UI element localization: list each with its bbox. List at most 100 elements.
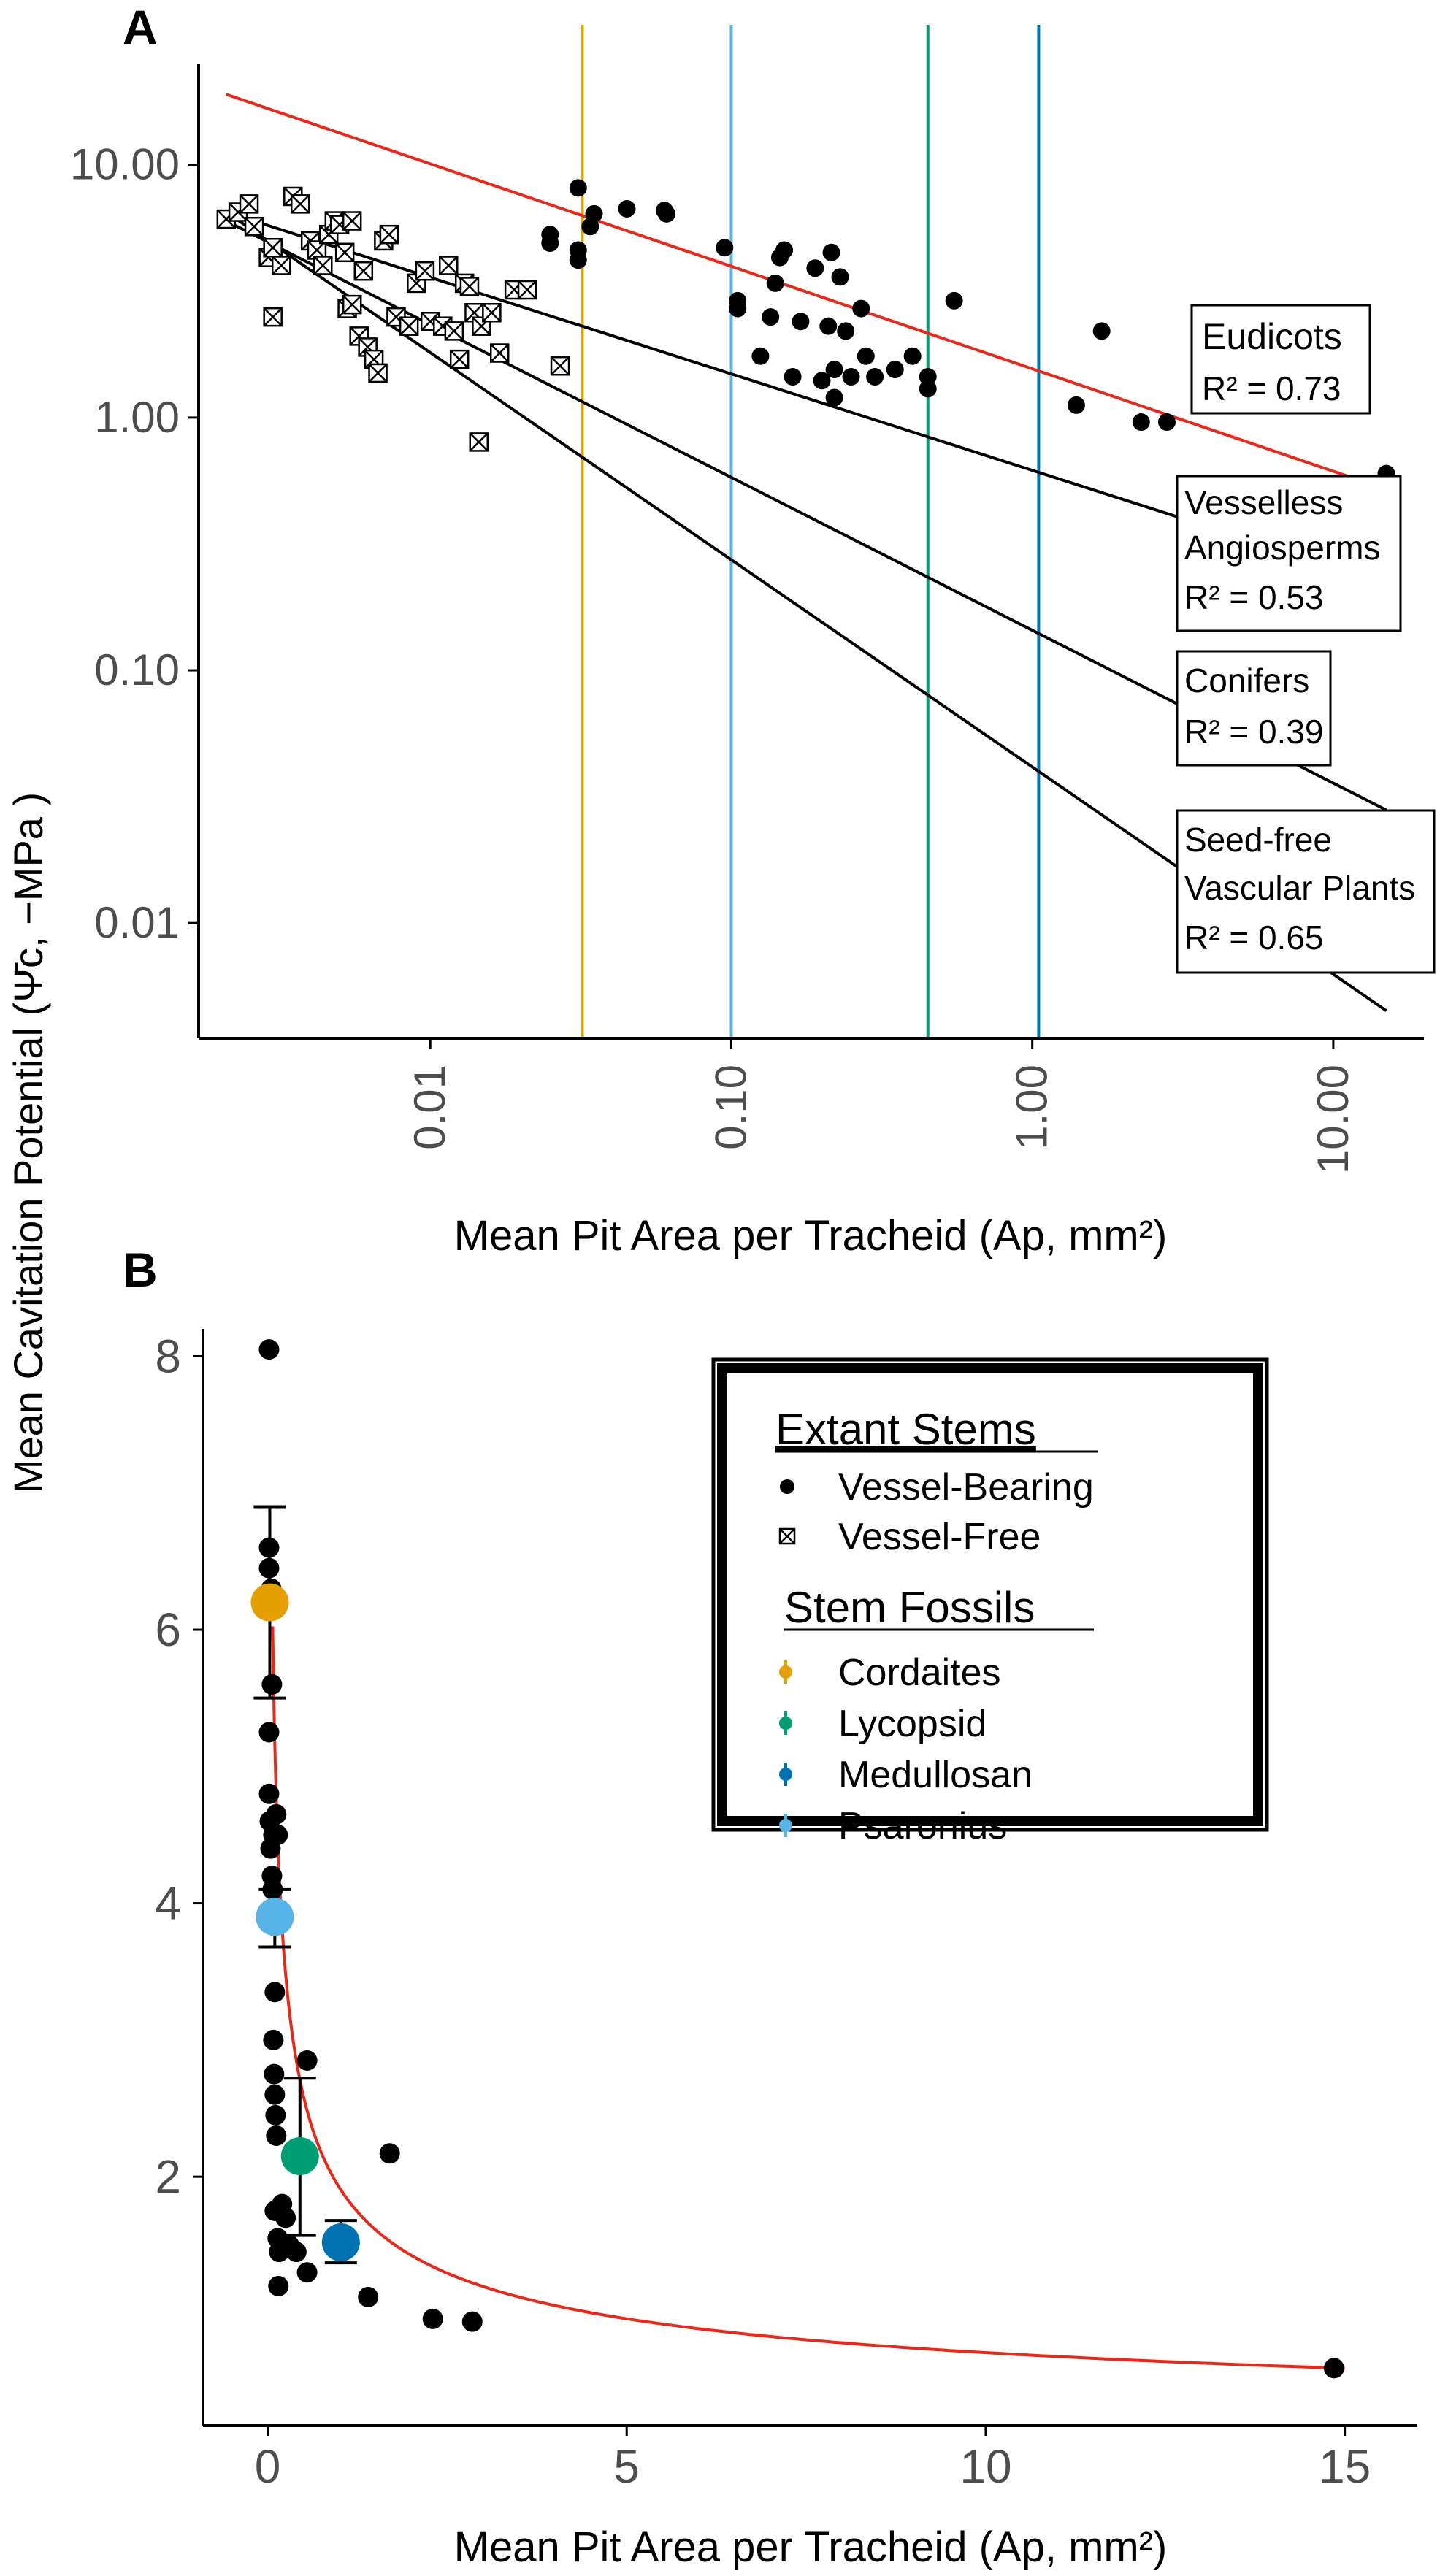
vessel-free-point — [550, 356, 570, 376]
vessel-bearing-point — [837, 322, 855, 340]
legend-label-vessel-bearing: Vessel-Bearing — [838, 1466, 1094, 1509]
legend-label: Lycopsid — [838, 1703, 987, 1745]
legend-title-extant: Extant Stems — [775, 1405, 1036, 1454]
vessel-free-point — [399, 316, 419, 336]
y-tick-label: 10.00 — [70, 140, 180, 189]
x-tick-label: 10 — [959, 2440, 1011, 2493]
annotation-vesselless-label-1: Vesselless — [1184, 483, 1343, 521]
annotation-vesselless-box — [1176, 475, 1402, 632]
x-tick-label: 0.10 — [706, 1065, 755, 1150]
vessel-free-point — [353, 261, 374, 281]
panel-a-plot: 0.01 0.10 1.00 10.00 0.01 0.10 1.00 10.00 Eudi… — [70, 25, 1436, 1260]
x-tick-label: 0 — [255, 2440, 281, 2493]
vessel-bearing-point — [618, 199, 636, 218]
vessel-bearing-point — [264, 2063, 285, 2085]
legend-entry-psaronius: Psaronius — [779, 1805, 1007, 1847]
legend-label-vessel-free: Vessel-Free — [838, 1516, 1041, 1558]
annotation-vesselless-label-2: Angiosperms — [1184, 529, 1380, 567]
legend: Extant Stems Vessel-Bearing Vessel-Free … — [711, 1357, 1269, 1847]
vessel-bearing-point — [866, 368, 884, 386]
vessel-bearing-point — [258, 1722, 280, 1743]
vessel-bearing-point — [657, 204, 675, 223]
regression-line-eudicots — [226, 93, 1387, 491]
x-tick-label: 10.00 — [1309, 1065, 1357, 1174]
legend-title-fossils: Stem Fossils — [784, 1583, 1035, 1632]
vessel-bearing-point — [266, 2125, 287, 2146]
vessel-bearing-point — [784, 368, 802, 386]
legend-label: Cordaites — [838, 1652, 1001, 1694]
vessel-bearing-point — [263, 2029, 284, 2050]
annotation-conifers-label: Conifers — [1184, 662, 1309, 699]
vessel-bearing-point — [775, 241, 794, 259]
panel-a-x-axis-title: Mean Pit Area per Tracheid (Ap, mm²) — [454, 1212, 1168, 1260]
vessel-free-point — [263, 307, 283, 327]
legend-entry-medullosan: Medullosan — [779, 1754, 1033, 1796]
vessel-bearing-point — [379, 2143, 400, 2164]
vessel-bearing-point — [751, 347, 770, 365]
vessel-free-point — [415, 261, 435, 281]
annotation-seed-free-label-2: Vascular Plants — [1184, 869, 1415, 907]
vessel-free-point — [517, 280, 537, 300]
annotation-vesselless-angiosperms: Vesselless Angiosperms R² = 0.53 — [1176, 475, 1402, 632]
vessel-bearing-point — [886, 361, 904, 379]
panel-a-x-ticks: 0.01 0.10 1.00 10.00 — [405, 1038, 1357, 1174]
vessel-bearing-point — [266, 1803, 287, 1825]
y-tick-label: 2 — [155, 2150, 181, 2203]
vessel-bearing-point — [716, 239, 734, 257]
x-tick-label: 5 — [613, 2440, 640, 2493]
vessel-free-point — [239, 194, 259, 214]
annotation-seed-free: Seed-free Vascular Plants R² = 0.65 — [1176, 809, 1436, 974]
vessel-bearing-point — [852, 299, 870, 318]
panel-b-y-ticks: 2 4 6 8 — [155, 1330, 203, 2203]
vessel-bearing-point — [806, 259, 824, 277]
legend-entry-lycopsid: Lycopsid — [779, 1703, 987, 1745]
annotation-eudicots-r2: R² = 0.73 — [1202, 369, 1341, 407]
annotation-seed-free-r2: R² = 0.65 — [1184, 919, 1324, 957]
annotation-seed-free-box — [1176, 809, 1436, 974]
vessel-free-point — [449, 349, 470, 369]
panel-b-fossil-points — [250, 1505, 360, 2265]
vessel-bearing-point — [919, 380, 937, 398]
panel-b-vessel-bearing-points — [258, 1339, 1344, 2379]
annotation-eudicots-label: Eudicots — [1202, 316, 1342, 357]
vessel-bearing-point — [265, 2104, 286, 2125]
vessel-bearing-point — [275, 2207, 296, 2228]
legend-fossil-entries: Cordaites Lycopsid Medullosan Psaronius — [779, 1652, 1033, 1847]
annotation-conifers-box — [1176, 650, 1332, 767]
vessel-bearing-point — [831, 268, 849, 286]
vessel-free-point — [469, 432, 489, 452]
vessel-bearing-point — [819, 317, 838, 335]
vessel-bearing-point — [813, 372, 831, 390]
vessel-bearing-point — [569, 179, 587, 197]
panel-a-vessel-free-points — [216, 186, 570, 452]
vessel-free-point — [290, 194, 310, 214]
legend-outer-border — [711, 1357, 1269, 1832]
annotation-seed-free-label-1: Seed-free — [1184, 821, 1332, 859]
vessel-bearing-point — [541, 234, 559, 252]
vessel-bearing-point — [1067, 396, 1085, 414]
vessel-free-point — [482, 302, 502, 323]
legend-inner-border — [717, 1363, 1263, 1826]
fossil-point-psaronius — [256, 1887, 294, 1949]
vessel-free-point — [271, 256, 291, 275]
vessel-bearing-point — [461, 2311, 483, 2332]
vessel-bearing-point — [919, 368, 937, 386]
legend-entry-cordaites: Cordaites — [779, 1652, 1001, 1694]
vessel-bearing-point — [1323, 2358, 1344, 2379]
vessel-free-point — [368, 363, 388, 383]
vessel-bearing-point — [258, 1339, 280, 1360]
vessel-bearing-point — [585, 204, 603, 223]
vessel-free-point — [439, 256, 459, 275]
vessel-free-point — [379, 224, 399, 245]
vessel-free-point — [433, 316, 453, 336]
vessel-bearing-point — [1158, 413, 1176, 432]
x-tick-label: 1.00 — [1008, 1065, 1057, 1150]
y-tick-label: 1.00 — [94, 393, 180, 442]
fossil-point-medullosan — [321, 2219, 360, 2265]
vessel-bearing-point — [729, 299, 747, 318]
vessel-bearing-point — [825, 361, 843, 379]
vessel-free-point — [489, 343, 510, 363]
vessel-bearing-point — [286, 2242, 307, 2263]
vessel-bearing-point — [792, 313, 810, 331]
